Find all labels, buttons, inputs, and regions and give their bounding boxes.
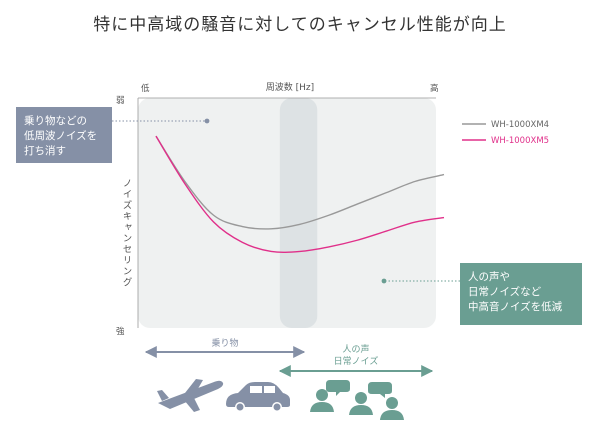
y-axis-top-label: 弱	[116, 96, 125, 106]
airplane-icon	[157, 379, 224, 412]
x-axis-low-label: 低	[141, 83, 150, 94]
callout-high-line3: 中高音ノイズを低減	[468, 301, 563, 313]
x-axis-high-label: 高	[430, 83, 439, 94]
legend-label-wh-1000xm4: WH-1000XM4	[491, 120, 549, 130]
callout-high-frequency: 人の声や 日常ノイズなど 中高音ノイズを低減	[460, 263, 582, 325]
vehicle-range-label: 乗り物	[211, 337, 238, 349]
car-icon	[226, 382, 290, 412]
talking-people-icon	[310, 380, 404, 420]
y-axis-bottom-label: 強	[116, 326, 125, 337]
series-line-wh-1000xm5	[155, 135, 445, 253]
callout-low-line3: 打ち消す	[24, 145, 66, 157]
callout-high-line2: 日常ノイズなど	[468, 286, 542, 298]
voice-range-label-line1: 人の声	[342, 343, 369, 355]
voice-range-label-line2: 日常ノイズ	[334, 355, 379, 367]
callout-high-line1: 人の声や	[468, 271, 510, 283]
y-axis-title: ノイズキャンセリング	[121, 178, 133, 288]
callout-low-line2: 低周波ノイズを	[24, 130, 98, 142]
series-line-wh-1000xm4	[155, 135, 445, 230]
x-axis-title: 周波数 [Hz]	[266, 81, 314, 93]
legend-label-wh-1000xm5: WH-1000XM5	[491, 136, 549, 146]
callout-low-frequency: 乗り物などの 低周波ノイズを 打ち消す	[16, 107, 112, 163]
chart-headline: 特に中高域の騒音に対してのキャンセル性能が向上	[93, 15, 507, 35]
callout-low-line1: 乗り物などの	[24, 115, 87, 127]
highlight-band	[279, 98, 318, 328]
callout-high-dot	[381, 278, 387, 284]
callout-low-dot	[204, 118, 210, 124]
